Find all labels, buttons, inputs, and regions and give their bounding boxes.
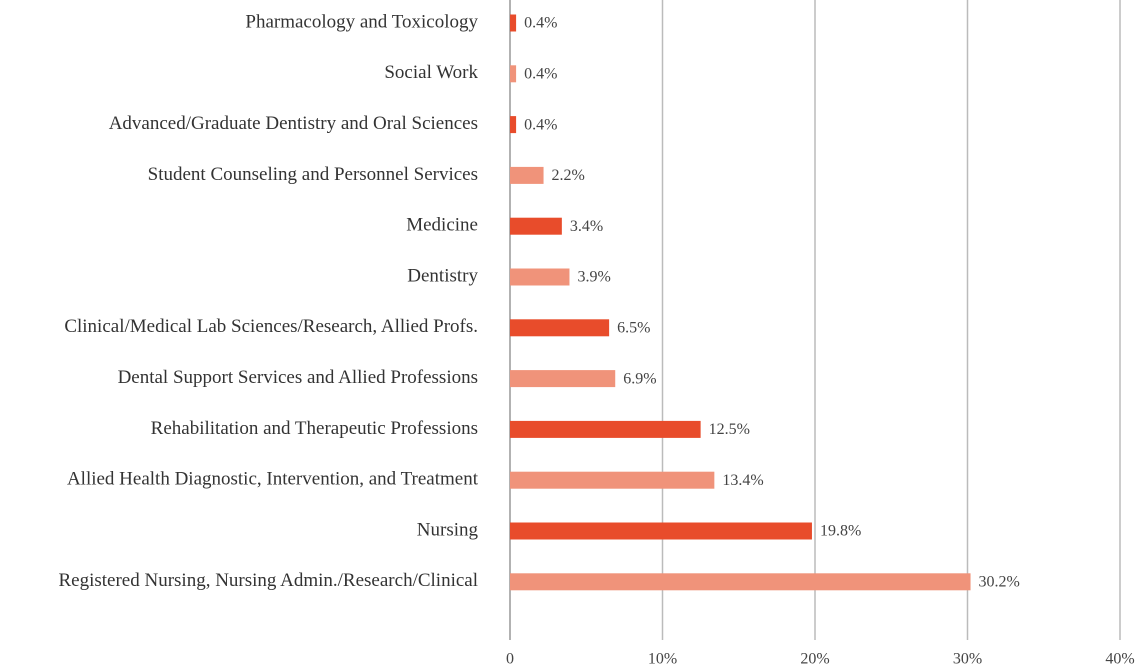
x-tick-label: 10% bbox=[648, 651, 677, 668]
bar bbox=[510, 471, 715, 489]
y-tick-label: Medicine bbox=[406, 215, 478, 236]
bar bbox=[510, 14, 517, 32]
bar bbox=[510, 522, 812, 540]
bar bbox=[510, 217, 562, 235]
value-label: 3.4% bbox=[570, 218, 603, 235]
bar bbox=[510, 166, 544, 184]
value-label: 0.4% bbox=[524, 116, 557, 133]
x-tick-label: 40% bbox=[1105, 651, 1134, 668]
y-tick-label: Rehabilitation and Therapeutic Professio… bbox=[151, 418, 478, 439]
value-label: 19.8% bbox=[820, 523, 861, 540]
y-tick-label: Clinical/Medical Lab Sciences/Research, … bbox=[64, 316, 478, 337]
bar bbox=[510, 116, 517, 134]
value-label: 2.2% bbox=[552, 167, 585, 184]
y-tick-label: Advanced/Graduate Dentistry and Oral Sci… bbox=[109, 113, 478, 134]
value-label: 6.5% bbox=[617, 319, 650, 336]
bar bbox=[510, 65, 517, 83]
x-tick-label: 30% bbox=[953, 651, 982, 668]
y-tick-label: Allied Health Diagnostic, Intervention, … bbox=[67, 469, 479, 490]
bar bbox=[510, 319, 610, 337]
y-tick-label: Social Work bbox=[384, 62, 478, 83]
x-tick-label: 20% bbox=[800, 651, 829, 668]
y-tick-label: Nursing bbox=[417, 519, 479, 540]
y-tick-label: Dentistry bbox=[407, 265, 478, 286]
y-tick-label: Student Counseling and Personnel Service… bbox=[148, 164, 478, 185]
bar bbox=[510, 370, 616, 388]
value-label: 13.4% bbox=[722, 472, 763, 489]
value-label: 3.9% bbox=[577, 269, 610, 286]
value-label: 0.4% bbox=[524, 15, 557, 32]
value-label: 12.5% bbox=[709, 421, 750, 438]
y-tick-label: Registered Nursing, Nursing Admin./Resea… bbox=[58, 570, 478, 591]
value-label: 0.4% bbox=[524, 65, 557, 82]
x-tick-label: 0 bbox=[506, 651, 514, 668]
value-label: 30.2% bbox=[979, 573, 1020, 590]
bar bbox=[510, 420, 701, 438]
y-tick-label: Dental Support Services and Allied Profe… bbox=[118, 367, 478, 388]
bar bbox=[510, 573, 971, 591]
y-tick-label: Pharmacology and Toxicology bbox=[245, 11, 478, 32]
bar bbox=[510, 268, 570, 286]
value-label: 6.9% bbox=[623, 370, 656, 387]
